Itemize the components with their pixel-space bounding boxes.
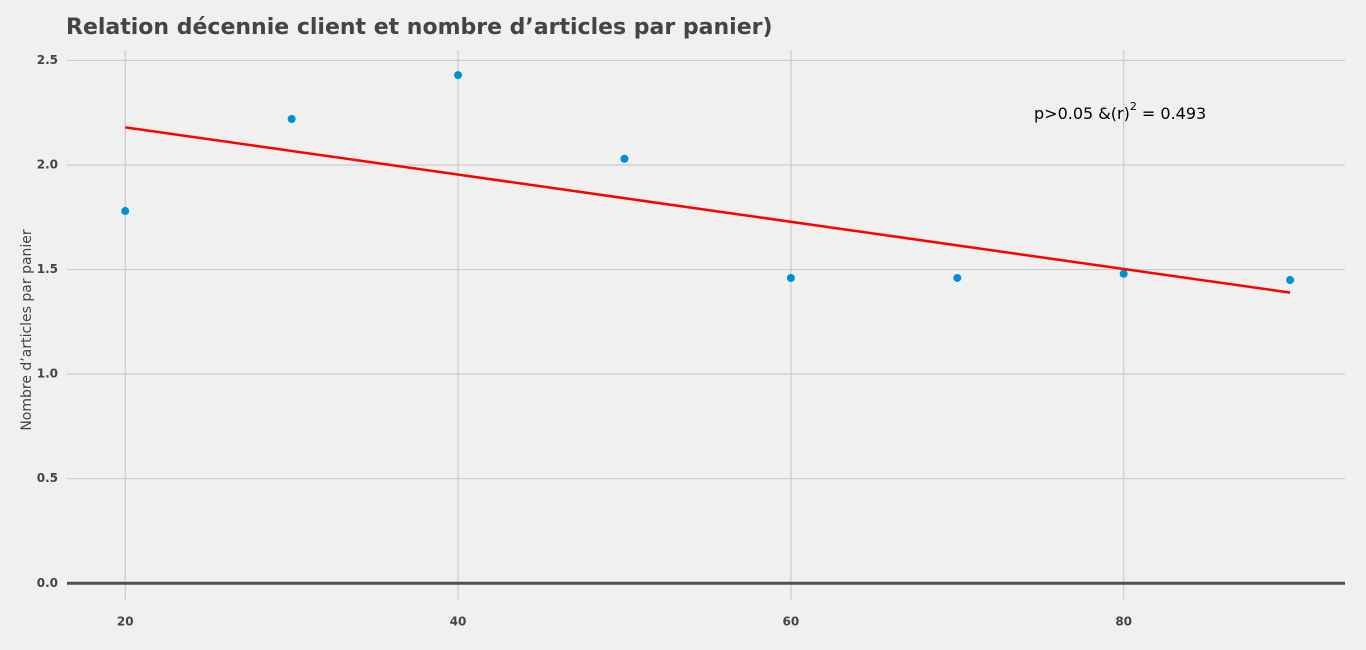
annotation-text: = 0.493: [1137, 104, 1206, 123]
point: [454, 71, 463, 80]
y-tick-label: 0.0: [37, 576, 58, 590]
y-tick-label: 1.5: [37, 262, 58, 276]
point: [287, 115, 296, 124]
x-tick-label: 20: [117, 615, 134, 629]
point: [953, 273, 962, 282]
fit-line: [125, 126, 1291, 294]
y-axis-label: Nombre d’articles par panier: [19, 229, 35, 431]
x-tick-label: 40: [450, 615, 467, 629]
point: [620, 154, 629, 163]
annotation-text: p>0.05 &(r): [1034, 104, 1130, 123]
y-tick-label: 2.5: [37, 53, 58, 67]
y-tick-label: 1.0: [37, 367, 58, 381]
point: [1119, 269, 1128, 278]
point: [786, 273, 795, 282]
point: [1286, 276, 1295, 285]
point: [121, 207, 130, 216]
y-tick-label: 2.0: [37, 158, 58, 172]
annotation-sup: 2: [1130, 100, 1137, 113]
annotation: p>0.05 &(r)2 = 0.493: [1034, 100, 1206, 123]
x-tick-label: 60: [783, 615, 800, 629]
x-tick-label: 80: [1115, 615, 1132, 629]
chart-title: Relation décennie client et nombre d’art…: [66, 15, 773, 40]
y-tick-label: 0.5: [37, 471, 58, 485]
